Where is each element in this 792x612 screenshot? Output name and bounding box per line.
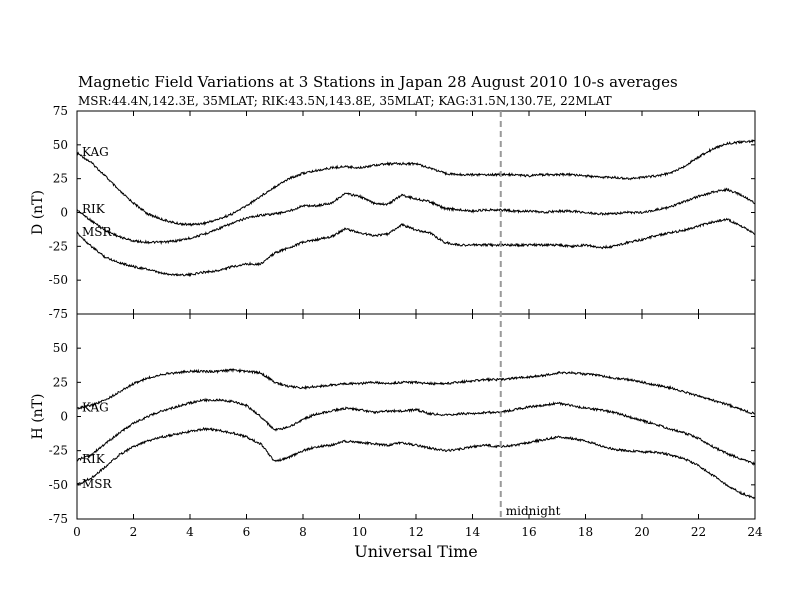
y-axis-label: H (nT) — [30, 394, 46, 440]
series-label-msr: MSR — [82, 477, 113, 491]
x-tick-label: 12 — [408, 525, 423, 539]
x-tick-label: 4 — [186, 525, 194, 539]
y-tick-label: -75 — [49, 307, 68, 321]
series-label-kag: KAG — [82, 400, 109, 414]
series-label-rik: RIK — [82, 452, 106, 466]
series-line-rik — [76, 187, 756, 246]
x-tick-label: 10 — [352, 525, 367, 539]
y-tick-label: -25 — [49, 239, 68, 253]
x-tick-label: 6 — [243, 525, 251, 539]
y-tick-label: 25 — [53, 172, 68, 186]
y-tick-label: -75 — [49, 512, 68, 526]
x-tick-label: 24 — [747, 525, 763, 539]
y-tick-label: 50 — [53, 341, 68, 355]
y-tick-label: -25 — [49, 444, 68, 458]
x-tick-label: 8 — [299, 525, 307, 539]
series-label-msr: MSR — [82, 225, 113, 239]
chart-title: Magnetic Field Variations at 3 Stations … — [78, 73, 678, 91]
midnight-label: midnight — [506, 504, 561, 518]
y-tick-label: 0 — [60, 410, 68, 424]
y-tick-label: -50 — [49, 273, 68, 287]
x-tick-label: 18 — [578, 525, 593, 539]
x-tick-label: 2 — [130, 525, 138, 539]
x-tick-label: 16 — [521, 525, 536, 539]
series-label-kag: KAG — [82, 145, 109, 159]
y-tick-label: -50 — [49, 478, 68, 492]
x-axis-label: Universal Time — [354, 542, 477, 561]
panel-frame — [76, 313, 756, 520]
x-tick-label: 20 — [634, 525, 649, 539]
y-tick-label: 50 — [53, 138, 68, 152]
y-tick-label: 75 — [53, 104, 68, 118]
x-tick-label: 22 — [691, 525, 706, 539]
series-line-kag — [76, 368, 756, 415]
series-line-rik — [76, 397, 756, 466]
x-tick-label: 14 — [465, 525, 481, 539]
y-axis-label: D (nT) — [30, 190, 46, 235]
series-line-kag — [76, 138, 756, 227]
y-tick-label: 25 — [53, 375, 68, 389]
y-tick-label: 0 — [60, 206, 68, 220]
series-line-msr — [76, 217, 756, 278]
x-tick-label: 0 — [73, 525, 81, 539]
panel-frame — [76, 110, 756, 315]
chart-subtitle: MSR:44.4N,142.3E, 35MLAT; RIK:43.5N,143.… — [78, 94, 612, 108]
series-label-rik: RIK — [82, 202, 106, 216]
series-line-msr — [76, 426, 756, 500]
